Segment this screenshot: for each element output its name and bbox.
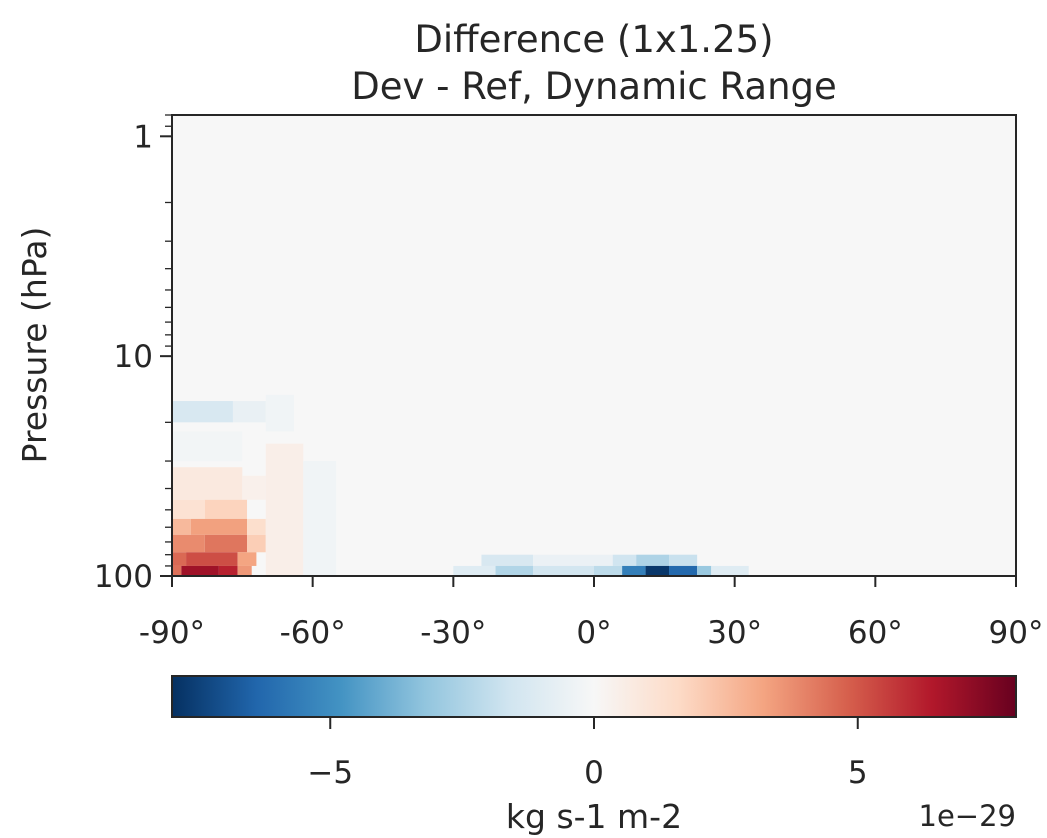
y-tick-label: 100	[94, 559, 153, 595]
x-tick-label: 90°	[989, 615, 1044, 651]
colorbar-tick-label: 5	[848, 755, 868, 791]
heatmap-cell	[218, 565, 238, 576]
heatmap-cell	[711, 565, 749, 576]
heatmap-cell	[636, 554, 670, 566]
chart-subtitle: Dev - Ref, Dynamic Range	[351, 65, 837, 108]
x-tick-label: 0°	[576, 615, 611, 651]
heatmap-cell	[172, 534, 205, 553]
colorbar-tick-label: −5	[307, 755, 353, 791]
heatmap-cell	[172, 552, 187, 566]
heatmap-cell	[495, 565, 534, 576]
heatmap-cell	[594, 565, 623, 576]
heatmap-cell	[172, 518, 191, 535]
y-axis: 1 10 100	[94, 114, 172, 595]
heatmap-cell	[533, 565, 594, 576]
heatmap-cell	[172, 401, 233, 423]
heatmap-cell	[172, 431, 243, 462]
heatmap-cell	[247, 534, 266, 553]
heatmap-cell	[265, 394, 294, 432]
heatmap-cell	[204, 534, 248, 553]
heatmap-cell	[247, 518, 266, 535]
y-axis-label: Pressure (hPa)	[15, 227, 54, 464]
colorbar-offset-text: 1e−29	[919, 799, 1017, 833]
x-tick-label: 60°	[848, 615, 903, 651]
x-tick-label: -60°	[280, 615, 346, 651]
x-tick-label: -30°	[420, 615, 486, 651]
heatmap-cell	[172, 565, 182, 576]
heatmap-cell	[181, 565, 219, 576]
heatmap-cell	[172, 467, 243, 500]
x-axis: -90° -60° -30° 0° 30° 60° 90°	[139, 576, 1044, 651]
heatmap-cell	[645, 565, 670, 576]
heatmap-cell	[232, 401, 266, 423]
heatmap-cell	[242, 475, 266, 500]
colorbar-ticks: −5 0 5	[307, 717, 868, 791]
x-tick-label: -90°	[139, 615, 205, 651]
heatmap-cell	[622, 565, 646, 576]
y-tick-label: 10	[114, 339, 153, 375]
heatmap-cell	[612, 554, 637, 566]
heatmap-cell	[237, 565, 252, 576]
colorbar-tick-label: 0	[584, 755, 604, 791]
y-tick-label: 1	[133, 119, 153, 155]
colorbar-gradient	[171, 675, 1017, 718]
heatmap-cell	[697, 565, 712, 576]
heatmap-cell	[481, 554, 534, 566]
heatmap-cell	[186, 552, 238, 566]
heatmap-cells	[172, 394, 749, 576]
heatmap-cell	[669, 554, 698, 566]
heatmap-cell	[190, 518, 248, 535]
plot-area	[171, 114, 1017, 577]
heatmap-cell	[453, 565, 496, 576]
x-tick-label: 30°	[707, 615, 762, 651]
heatmap-cell	[303, 461, 337, 576]
heatmap-cell	[237, 552, 257, 566]
chart-title: Difference (1x1.25)	[414, 18, 773, 61]
heatmap-cell	[265, 443, 304, 576]
colorbar: −5 0 5 kg s-1 m-2 1e−29	[171, 675, 1017, 836]
heatmap-cell	[669, 565, 698, 576]
heatmap-cell	[172, 499, 205, 519]
heatmap-cell	[533, 554, 613, 566]
colorbar-label: kg s-1 m-2	[506, 797, 682, 836]
heatmap-cell	[204, 499, 248, 519]
